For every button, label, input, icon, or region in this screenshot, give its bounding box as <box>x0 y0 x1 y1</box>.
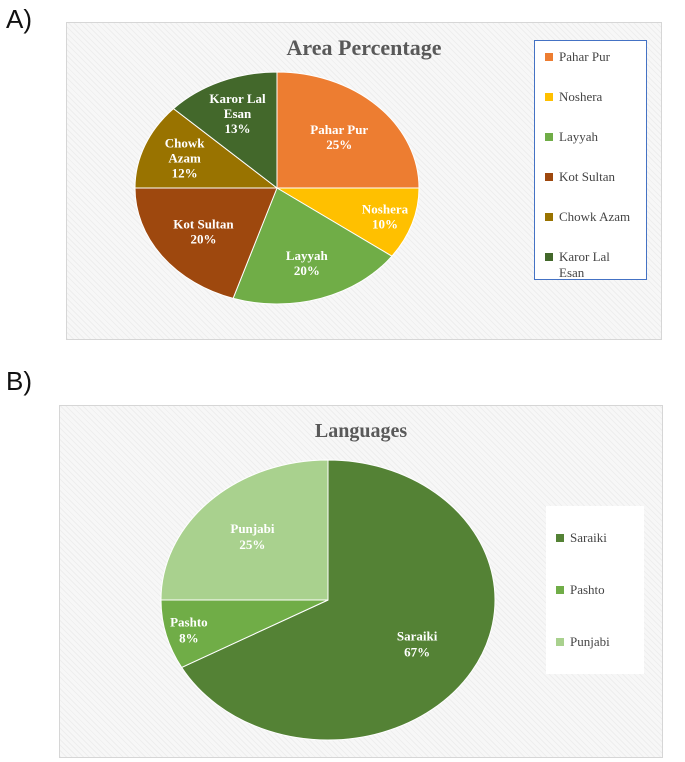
legend-swatch-pashto <box>556 586 564 594</box>
data-label-saraiki: Saraiki 67% <box>397 629 438 660</box>
pie-slice-karor-lal-esan <box>172 71 278 190</box>
legend-item-karor-lal-esan: Karor Lal Esan <box>535 249 642 281</box>
chart-b-frame: Languages Saraiki 67% Pashto 8% Punjabi 25% S… <box>59 405 663 758</box>
legend-label: Noshera <box>559 89 603 104</box>
legend-label: Chowk Azam <box>559 209 631 224</box>
chart-a-title: Area Percentage <box>286 35 442 60</box>
data-label-noshera: Noshera 10% <box>362 202 409 232</box>
data-label-layyah: Layyah 20% <box>286 248 329 278</box>
legend-swatch-noshera <box>545 93 553 101</box>
data-label-punjabi: Punjabi 25% <box>230 521 274 552</box>
panel-b-label: B) <box>6 366 32 396</box>
legend-swatch-punjabi <box>556 638 564 646</box>
legend-item-kot-sultan: Kot Sultan <box>535 169 642 185</box>
legend-swatch-saraiki <box>556 534 564 542</box>
pie-slice-saraiki <box>180 459 496 741</box>
legend-label: Karor Lal Esan <box>559 249 610 280</box>
chart-b-title: Languages <box>314 420 408 442</box>
pie-slice-chowk-azam <box>134 107 279 189</box>
pie-slice-pahar-pur <box>276 71 420 189</box>
data-label-karor-lal-esan: Karor Lal Esan 13% <box>209 91 266 136</box>
legend-label: Punjabi <box>570 634 610 649</box>
legend-item-saraiki: Saraiki <box>546 530 640 546</box>
legend-swatch-karor-lal-esan <box>545 253 553 261</box>
legend-swatch-kot-sultan <box>545 173 553 181</box>
chart-a-legend: Pahar Pur Noshera Layyah Kot Sultan Chowk Az… <box>534 40 647 280</box>
legend-label: Pahar Pur <box>559 49 610 64</box>
legend-item-pashto: Pashto <box>546 582 640 598</box>
legend-item-punjabi: Punjabi <box>546 634 640 650</box>
legend-item-noshera: Noshera <box>535 89 642 105</box>
data-label-pahar-pur: Pahar Pur 25% <box>310 122 368 152</box>
legend-label: Kot Sultan <box>559 169 615 184</box>
legend-swatch-layyah <box>545 133 553 141</box>
legend-item-layyah: Layyah <box>535 129 642 145</box>
legend-label: Pashto <box>570 582 605 597</box>
chart-b-legend: Saraiki Pashto Punjabi <box>546 506 644 674</box>
pie-slice-layyah <box>232 187 393 305</box>
chart-a-pie: Pahar Pur 25% Noshera 10% Layyah 20% Kot Sulta… <box>134 71 420 305</box>
legend-swatch-chowk-azam <box>545 213 553 221</box>
panel-a-label: A) <box>6 4 32 34</box>
pie-slice-noshera <box>275 187 420 257</box>
legend-item-pahar-pur: Pahar Pur <box>535 49 642 65</box>
data-label-chowk-azam: Chowk Azam 12% <box>165 136 206 181</box>
legend-swatch-pahar-pur <box>545 53 553 61</box>
chart-a-frame: Area Percentage Pahar Pur 25% Noshera 10% La… <box>66 22 662 340</box>
legend-item-chowk-azam: Chowk Azam <box>535 209 642 225</box>
data-label-pashto: Pashto 8% <box>170 614 208 645</box>
chart-b-pie: Saraiki 67% Pashto 8% Punjabi 25% <box>160 459 496 741</box>
legend-label: Saraiki <box>570 530 607 545</box>
data-label-kot-sultan: Kot Sultan 20% <box>173 217 234 247</box>
pie-slice-kot-sultan <box>134 187 278 299</box>
legend-label: Layyah <box>559 129 598 144</box>
pie-slice-punjabi <box>160 459 329 601</box>
